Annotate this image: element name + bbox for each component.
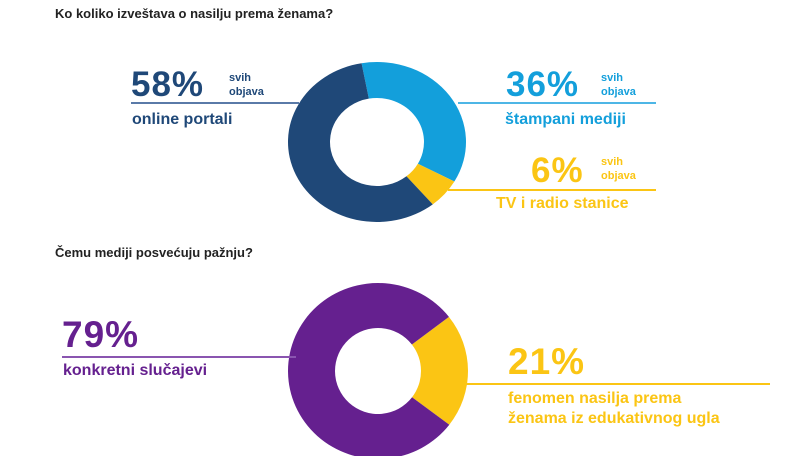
donut-media-share: [287, 62, 466, 223]
online-label: online portali: [132, 111, 233, 128]
phenomenon-label-line2: ženama iz edukativnog ugla: [508, 410, 720, 427]
donut-slice-fenomen: [411, 316, 468, 425]
print-suffix-2: objava: [601, 86, 636, 98]
tv-suffix-2: objava: [601, 170, 636, 182]
tv-leader-line: [448, 189, 656, 191]
donut-slice-online: [287, 63, 433, 223]
chart2-title: Čemu mediji posvećuju pažnju?: [55, 245, 253, 260]
print-value: 36%: [506, 65, 580, 104]
print-suffix-1: svih: [601, 72, 624, 84]
online-value: 58%: [131, 65, 205, 104]
cases-label: konkretni slučajevi: [63, 362, 208, 379]
print-leader-line: [458, 102, 656, 104]
tv-value: 6%: [531, 151, 584, 190]
phenomenon-value: 21%: [508, 341, 586, 382]
phenomenon-label-line1: fenomen nasilja prema: [508, 390, 682, 407]
online-suffix-2: objava: [229, 86, 264, 98]
print-label: štampani mediji: [505, 111, 626, 128]
tv-label: TV i radio stanice: [496, 195, 629, 212]
donut-focus-share: [288, 283, 468, 456]
chart1-title: Ko koliko izveštava o nasilju prema žena…: [55, 6, 334, 21]
donut-slice-tv: [406, 163, 455, 205]
donut-slice-konkretni: [288, 283, 450, 456]
tv-suffix-1: svih: [601, 156, 624, 168]
online-leader-line: [131, 102, 299, 104]
online-suffix-1: svih: [229, 72, 252, 84]
cases-leader-line: [62, 356, 296, 358]
donut-slice-stampani: [361, 62, 466, 182]
phenomenon-leader-line: [462, 383, 770, 385]
cases-value: 79%: [62, 314, 140, 355]
